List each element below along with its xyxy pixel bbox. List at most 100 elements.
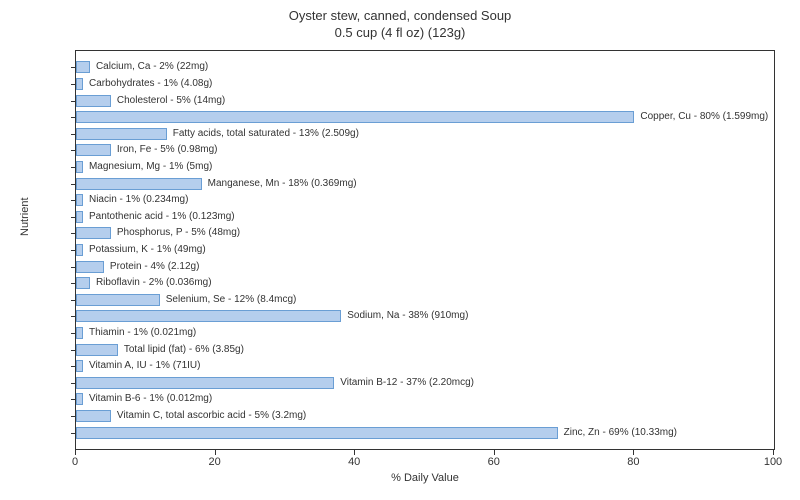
bar-row: Vitamin B-6 - 1% (0.012mg) [76,392,774,406]
nutrient-bar [76,344,118,356]
x-tick [773,450,774,455]
y-tick [71,333,76,334]
x-tick-label: 20 [208,456,220,468]
bar-row: Iron, Fe - 5% (0.98mg) [76,143,774,157]
chart-title: Oyster stew, canned, condensed Soup 0.5 … [0,8,800,42]
bar-row: Fatty acids, total saturated - 13% (2.50… [76,127,774,141]
bar-label: Fatty acids, total saturated - 13% (2.50… [173,128,359,139]
nutrient-bar [76,277,90,289]
nutrient-bar [76,211,83,223]
y-tick [71,134,76,135]
bar-label: Vitamin A, IU - 1% (71IU) [89,360,201,371]
bar-row: Pantothenic acid - 1% (0.123mg) [76,210,774,224]
bar-row: Magnesium, Mg - 1% (5mg) [76,160,774,174]
y-tick [71,67,76,68]
nutrient-bar [76,227,111,239]
bar-row: Zinc, Zn - 69% (10.33mg) [76,426,774,440]
y-tick [71,283,76,284]
y-tick [71,117,76,118]
title-line-2: 0.5 cup (4 fl oz) (123g) [0,25,800,42]
bar-label: Copper, Cu - 80% (1.599mg) [640,111,768,122]
bar-label: Zinc, Zn - 69% (10.33mg) [564,427,677,438]
y-tick [71,101,76,102]
nutrient-chart: Oyster stew, canned, condensed Soup 0.5 … [0,0,800,500]
y-tick [71,250,76,251]
bar-label: Total lipid (fat) - 6% (3.85g) [124,344,244,355]
x-tick [354,450,355,455]
bar-label: Potassium, K - 1% (49mg) [89,244,206,255]
bar-label: Vitamin C, total ascorbic acid - 5% (3.2… [117,410,306,421]
nutrient-bar [76,310,341,322]
bar-row: Vitamin C, total ascorbic acid - 5% (3.2… [76,409,774,423]
nutrient-bar [76,194,83,206]
nutrient-bar [76,161,83,173]
nutrient-bar [76,61,90,73]
bar-row: Calcium, Ca - 2% (22mg) [76,60,774,74]
bar-label: Iron, Fe - 5% (0.98mg) [117,144,218,155]
bar-row: Total lipid (fat) - 6% (3.85g) [76,343,774,357]
bar-row: Riboflavin - 2% (0.036mg) [76,276,774,290]
bar-row: Cholesterol - 5% (14mg) [76,94,774,108]
bar-row: Manganese, Mn - 18% (0.369mg) [76,177,774,191]
nutrient-bar [76,393,83,405]
bar-label: Protein - 4% (2.12g) [110,261,200,272]
x-tick [494,450,495,455]
bar-label: Phosphorus, P - 5% (48mg) [117,227,240,238]
x-axis: % Daily Value 020406080100 [75,450,775,480]
x-tick [75,450,76,455]
bars-container: Calcium, Ca - 2% (22mg) Carbohydrates - 1… [76,51,774,449]
y-tick [71,433,76,434]
y-tick [71,416,76,417]
y-tick [71,233,76,234]
bar-label: Manganese, Mn - 18% (0.369mg) [208,178,357,189]
bar-label: Carbohydrates - 1% (4.08g) [89,78,212,89]
nutrient-bar [76,261,104,273]
x-tick-label: 40 [348,456,360,468]
bar-row: Protein - 4% (2.12g) [76,260,774,274]
bar-row: Niacin - 1% (0.234mg) [76,193,774,207]
y-tick [71,217,76,218]
y-tick [71,350,76,351]
bar-row: Vitamin B-12 - 37% (2.20mcg) [76,376,774,390]
nutrient-bar [76,244,83,256]
x-tick [215,450,216,455]
bar-label: Sodium, Na - 38% (910mg) [347,310,468,321]
plot-area: Calcium, Ca - 2% (22mg) Carbohydrates - 1… [75,50,775,450]
y-tick [71,300,76,301]
nutrient-bar [76,78,83,90]
x-tick-label: 80 [627,456,639,468]
x-tick-label: 100 [764,456,782,468]
bar-label: Vitamin B-6 - 1% (0.012mg) [89,393,212,404]
bar-label: Riboflavin - 2% (0.036mg) [96,277,212,288]
bar-label: Pantothenic acid - 1% (0.123mg) [89,211,235,222]
bar-row: Vitamin A, IU - 1% (71IU) [76,359,774,373]
y-tick [71,366,76,367]
bar-row: Phosphorus, P - 5% (48mg) [76,226,774,240]
nutrient-bar [76,144,111,156]
nutrient-bar [76,178,202,190]
y-tick [71,267,76,268]
bar-label: Selenium, Se - 12% (8.4mcg) [166,294,297,305]
nutrient-bar [76,95,111,107]
bar-label: Calcium, Ca - 2% (22mg) [96,61,208,72]
bar-row: Selenium, Se - 12% (8.4mcg) [76,293,774,307]
nutrient-bar [76,294,160,306]
bar-row: Thiamin - 1% (0.021mg) [76,326,774,340]
nutrient-bar [76,111,634,123]
bar-label: Cholesterol - 5% (14mg) [117,95,225,106]
bar-label: Vitamin B-12 - 37% (2.20mcg) [340,377,474,388]
x-tick-label: 60 [488,456,500,468]
y-tick [71,200,76,201]
y-tick [71,84,76,85]
bar-row: Carbohydrates - 1% (4.08g) [76,77,774,91]
nutrient-bar [76,128,167,140]
y-tick [71,316,76,317]
y-axis-label: Nutrient [19,197,31,236]
y-tick [71,150,76,151]
nutrient-bar [76,360,83,372]
x-tick [633,450,634,455]
nutrient-bar [76,377,334,389]
bar-row: Copper, Cu - 80% (1.599mg) [76,110,774,124]
y-tick [71,383,76,384]
y-tick [71,167,76,168]
